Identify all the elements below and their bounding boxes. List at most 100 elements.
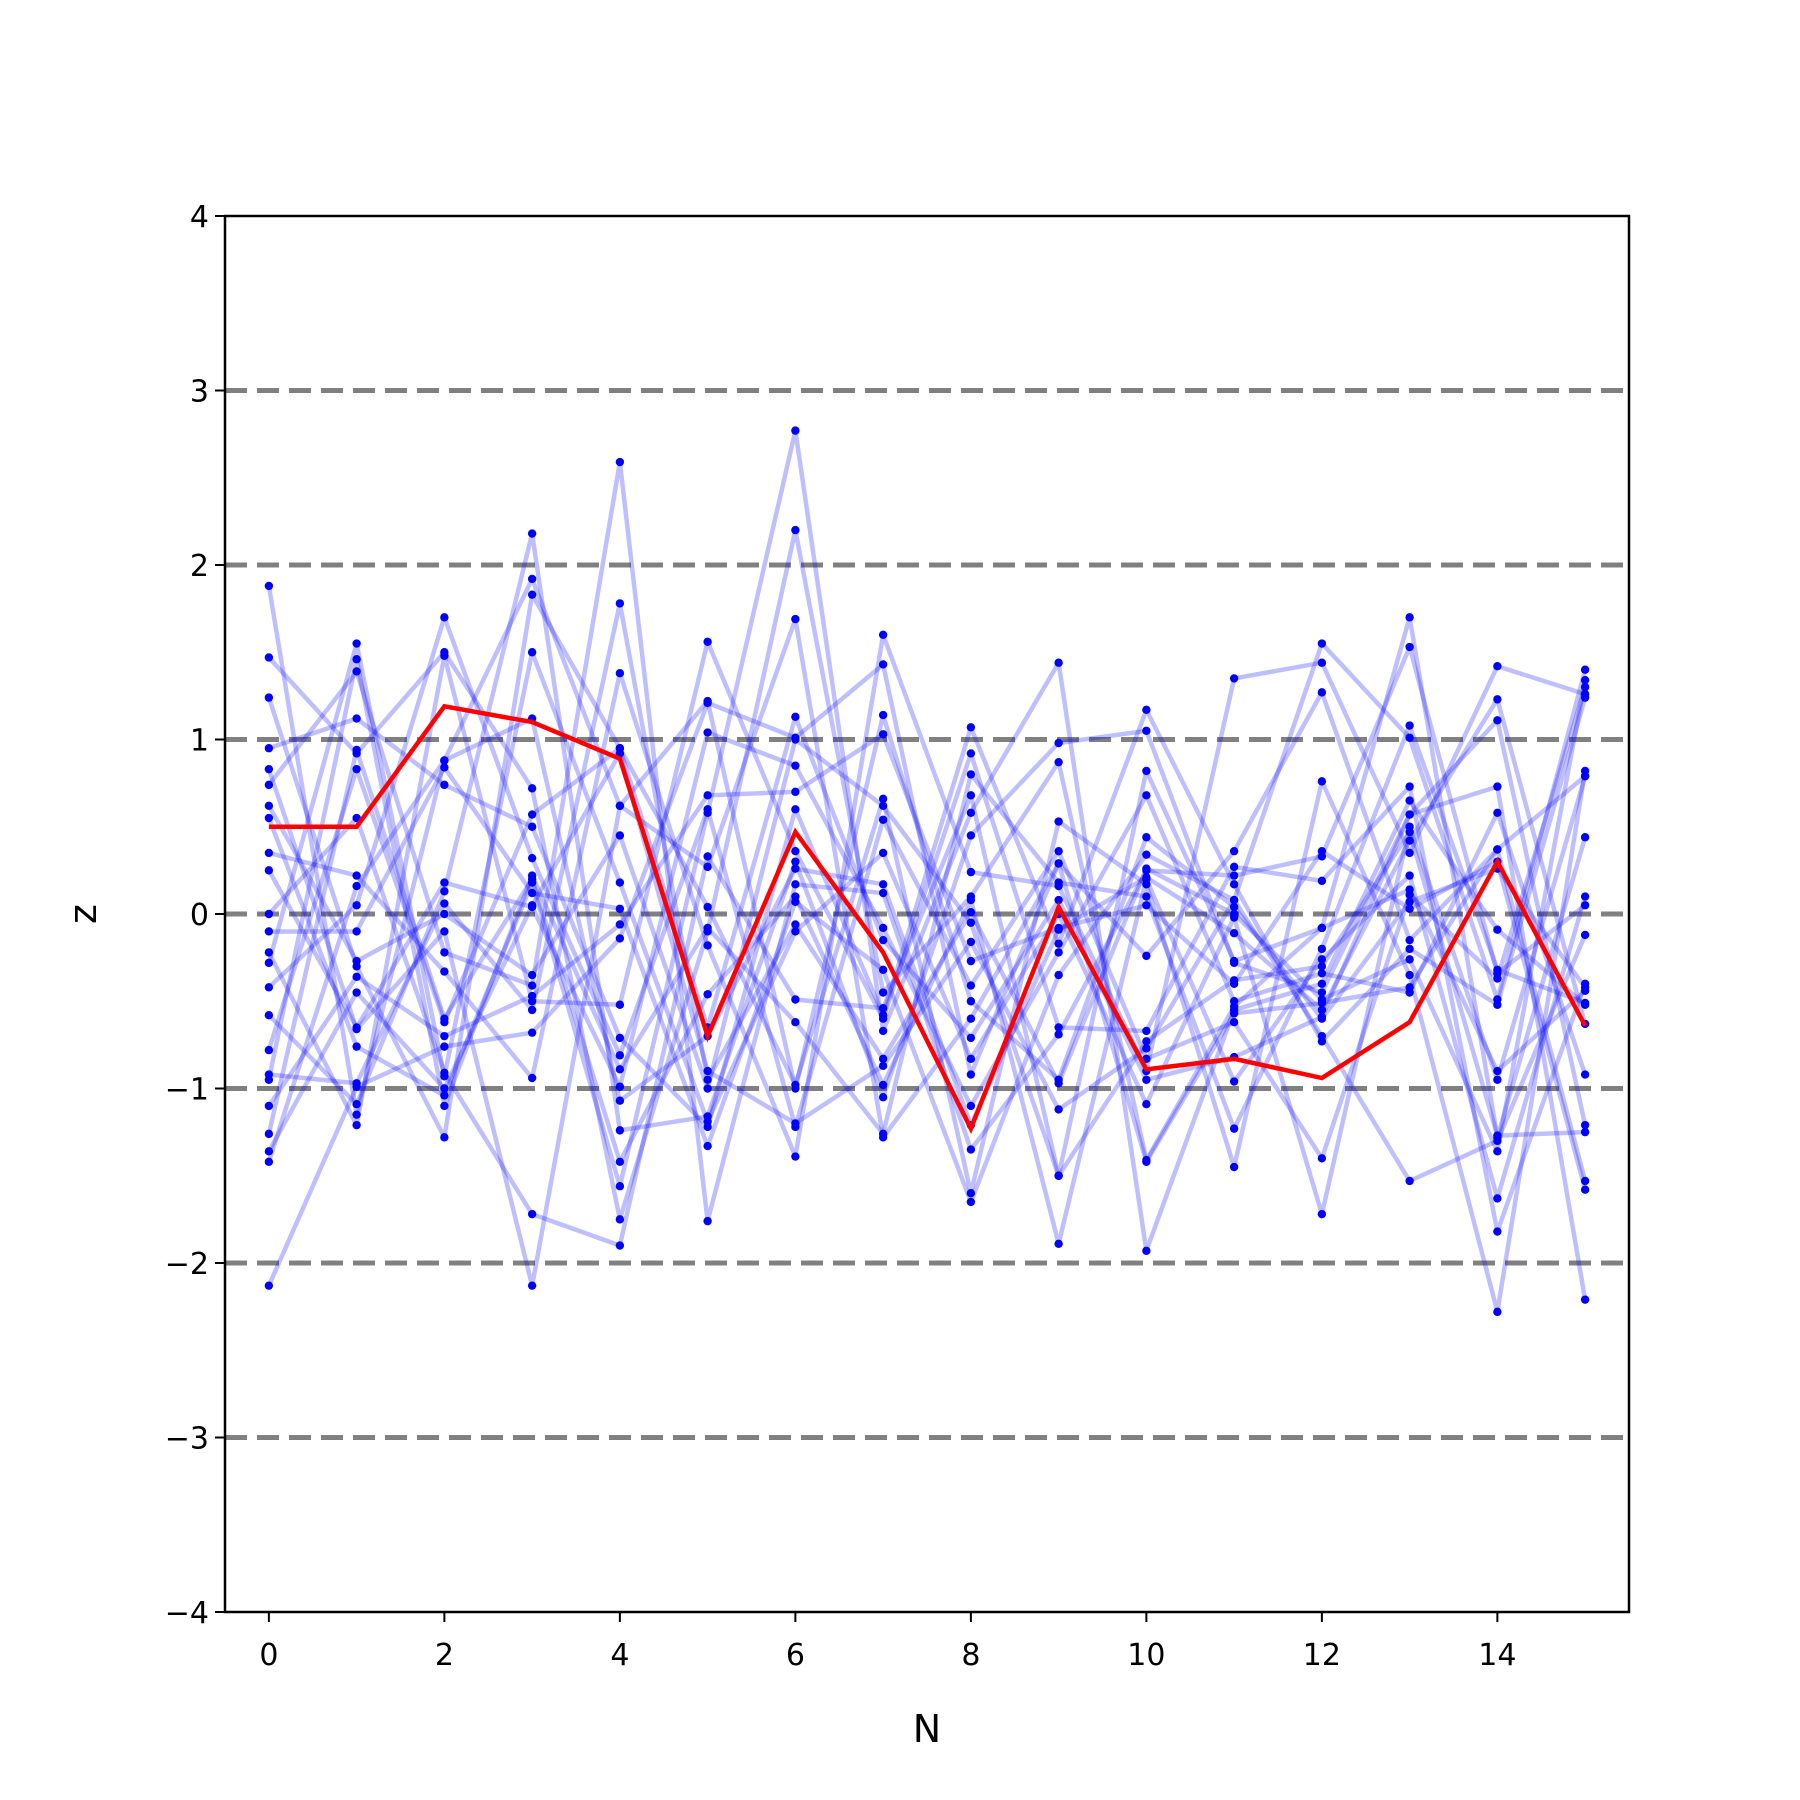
trial-point-13-9 [1054,846,1063,856]
trial-point-16-3 [527,1005,537,1015]
trial-point-20-2 [440,756,449,765]
trial-point-13-8 [966,981,976,990]
trial-line-22 [266,656,1586,1137]
trial-point-6-10 [1142,1246,1151,1255]
x-tick-label-10: 10 [1127,1638,1165,1673]
trial-point-13-2 [440,613,449,622]
trial-point-8-12 [1317,969,1327,978]
trial-point-0-3 [527,574,537,584]
trial-point-9-5 [703,852,712,861]
trial-point-6-6 [791,426,800,435]
trial-point-3-11 [1229,880,1239,889]
trial-point-7-0 [264,848,274,858]
trial-point-18-7 [878,1080,888,1090]
trial-point-3-6 [791,805,800,814]
trial-point-3-1 [352,714,361,723]
trial-point-5-11 [1229,871,1239,880]
trial-point-23-6 [791,735,800,744]
trial-point-7-5 [703,941,712,950]
trial-point-7-3 [527,1073,537,1083]
trial-point-8-9 [1054,948,1063,957]
trial-point-7-4 [615,668,625,678]
trial-point-11-8 [966,749,976,758]
trial-point-22-6 [791,1017,800,1027]
trial-point-21-0 [264,1281,274,1290]
trial-point-16-11 [1229,909,1239,919]
trial-point-18-4 [615,1157,625,1166]
trial-point-0-8 [966,997,976,1006]
trial-point-23-1 [352,956,361,966]
trial-point-23-8 [966,918,976,927]
trial-point-21-1 [352,1082,361,1091]
x-tick-label-8: 8 [961,1638,980,1673]
trial-point-6-4 [615,1182,625,1191]
trial-point-11-2 [440,651,449,660]
trial-point-10-4 [615,904,625,913]
trial-point-19-15 [1580,930,1590,940]
trial-point-2-13 [1405,970,1414,980]
trial-point-5-0 [264,780,274,790]
trial-point-0-1 [352,1110,361,1119]
trial-point-16-10 [1142,864,1151,873]
trial-point-9-0 [264,909,274,919]
trial-point-21-15 [1580,771,1590,781]
trial-point-8-4 [615,1082,625,1091]
trial-point-3-4 [615,1033,625,1043]
trial-point-2-8 [966,1189,976,1198]
trial-point-10-13 [1405,733,1414,742]
trial-point-15-7 [878,935,888,945]
trial-point-20-13 [1405,836,1414,845]
trial-point-23-7 [878,801,888,811]
trial-point-2-7 [878,794,888,804]
trial-point-22-9 [1054,878,1063,887]
trial-point-20-11 [1229,928,1239,938]
trial-point-19-5 [703,1066,712,1076]
trial-point-23-3 [527,970,537,980]
trial-point-23-14 [1493,1131,1502,1140]
trial-point-10-7 [878,965,888,975]
trial-point-10-10 [1142,850,1151,859]
trial-point-14-4 [615,1126,625,1135]
trial-point-19-1 [352,988,361,997]
trial-point-17-5 [703,791,712,800]
trial-point-19-7 [878,1061,888,1071]
trial-point-15-13 [1405,810,1414,819]
trial-point-15-14 [1493,782,1502,791]
y-axis-ticks: −4 −3 −2 −1 0 1 2 3 4 [165,200,225,1631]
trial-point-12-7 [878,848,888,858]
trial-point-1-4 [615,1215,625,1224]
trial-point-4-0 [264,764,274,774]
trial-point-8-1 [352,1023,361,1032]
trial-point-0-11 [1229,902,1239,912]
trial-point-20-0 [264,1157,274,1166]
trial-point-10-5 [703,1141,712,1151]
trial-point-23-4 [615,831,625,840]
y-tick-label-5: 1 [190,724,209,759]
trial-point-11-13 [1405,782,1414,791]
trial-point-22-8 [966,770,976,779]
trial-point-15-0 [264,1045,274,1055]
y-tick-label-0: −4 [165,1596,209,1631]
trial-point-5-3 [527,981,537,990]
trial-point-8-14 [1493,808,1502,817]
trial-point-18-2 [440,1014,449,1023]
trial-point-6-12 [1317,979,1327,988]
trial-line-0 [266,576,1587,1117]
trial-point-3-10 [1142,705,1151,715]
trial-point-14-2 [440,887,449,896]
trial-point-12-14 [1493,1075,1502,1084]
trial-point-8-7 [878,923,888,933]
trial-point-5-8 [966,1145,976,1154]
trial-point-17-15 [1580,1185,1590,1194]
trial-line-19 [266,751,1588,1184]
x-tick-label-4: 4 [610,1638,629,1673]
trial-point-6-8 [966,808,976,817]
trial-point-0-0 [264,581,274,591]
trial-point-4-3 [527,1281,537,1290]
trial-point-6-0 [264,813,274,823]
trial-line-11 [266,639,1588,1234]
trial-point-3-2 [440,780,449,790]
trial-point-11-5 [703,637,712,646]
trial-point-6-14 [1493,925,1502,934]
trial-point-14-9 [1054,738,1063,748]
